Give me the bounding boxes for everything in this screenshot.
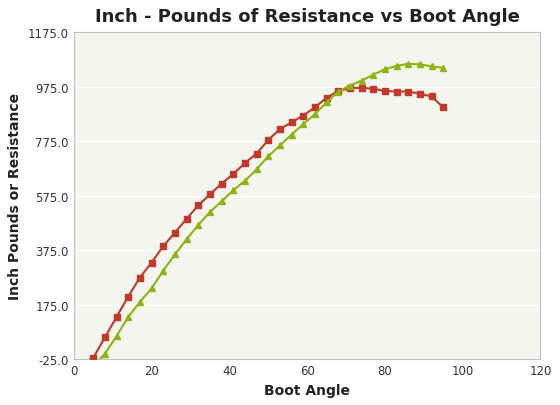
- X-axis label: Boot Angle: Boot Angle: [264, 383, 350, 396]
- Title: Inch - Pounds of Resistance vs Boot Angle: Inch - Pounds of Resistance vs Boot Angl…: [95, 9, 520, 26]
- Y-axis label: Inch Pounds or Resistance: Inch Pounds or Resistance: [8, 93, 22, 300]
